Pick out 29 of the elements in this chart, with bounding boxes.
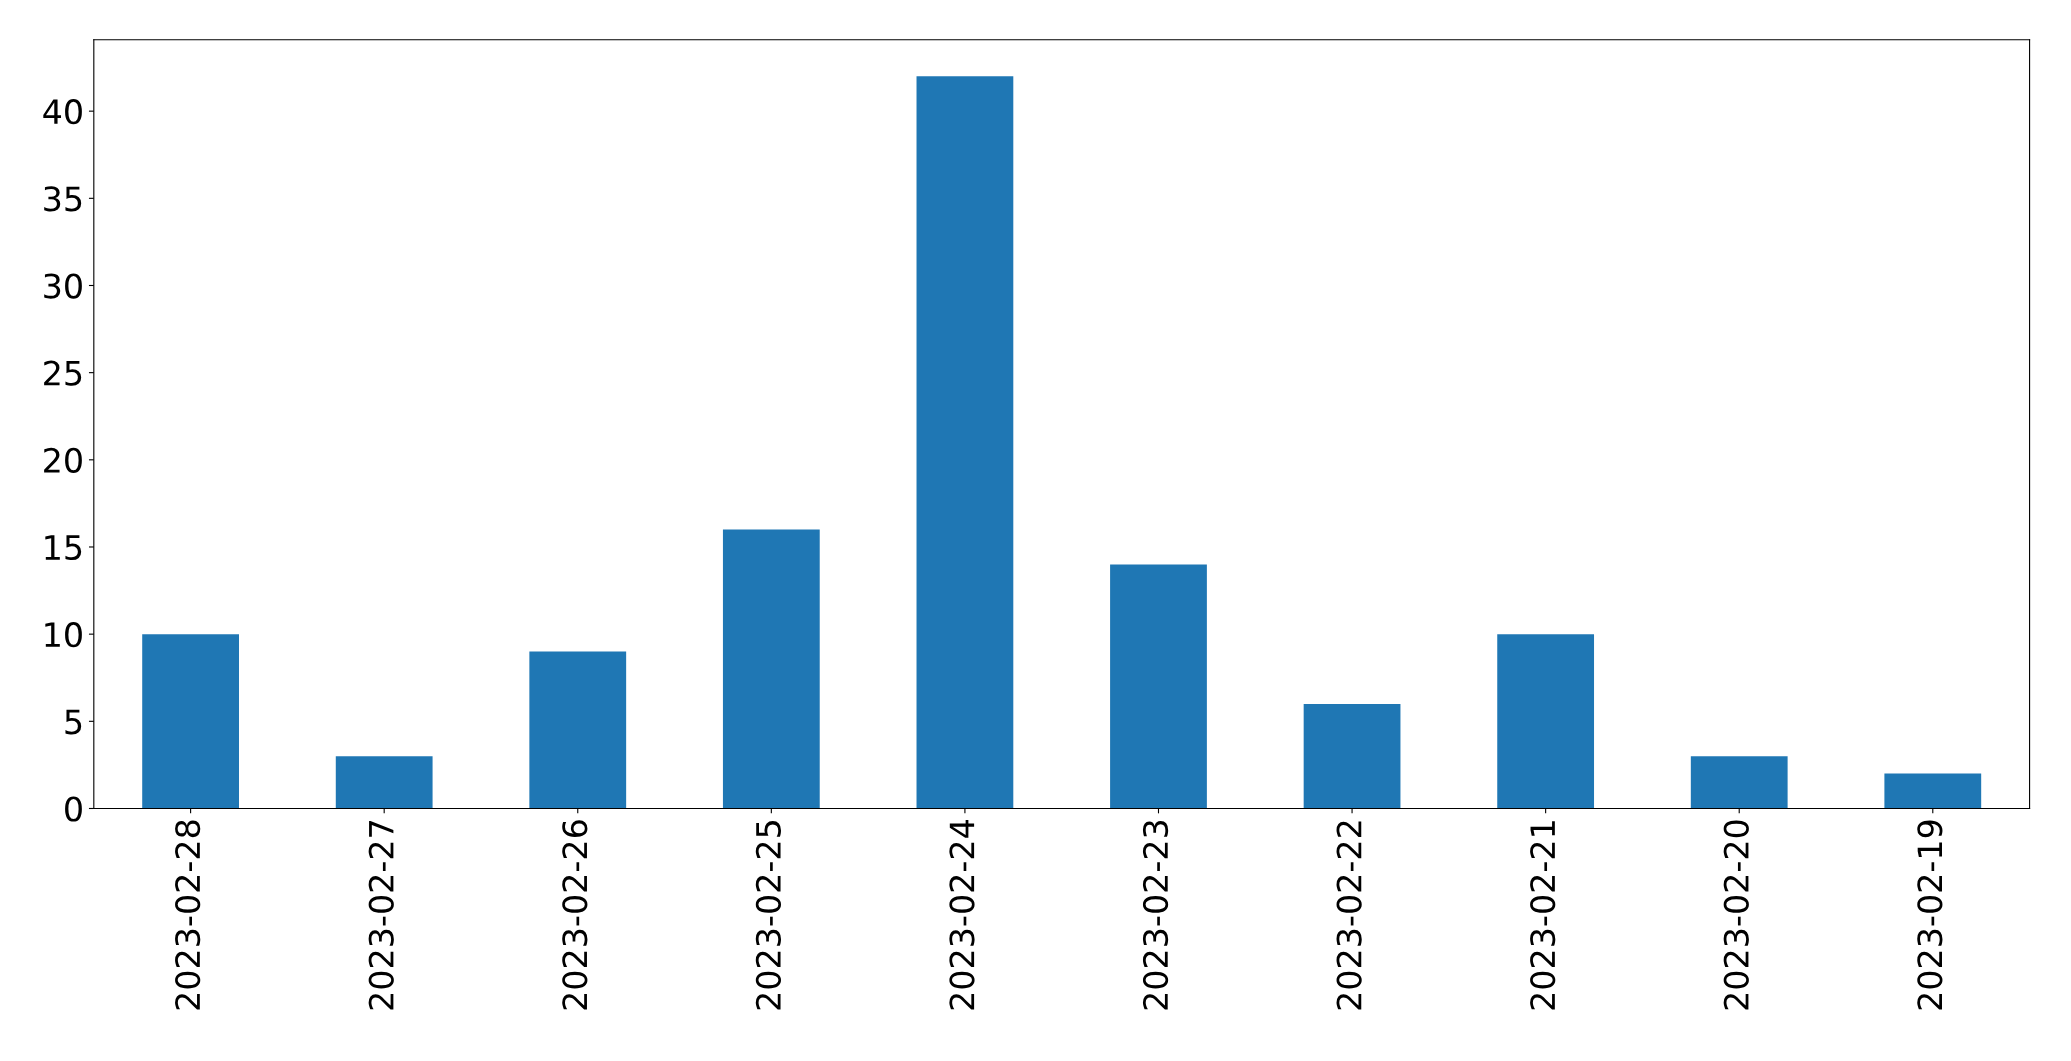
x-tick-label: 2023-02-24 <box>949 820 975 1010</box>
bar <box>1690 756 1788 809</box>
y-tick-label: 10 <box>45 622 82 648</box>
bar <box>1303 703 1401 809</box>
x-tick-label: 2023-02-21 <box>1530 821 1556 1010</box>
bar <box>722 529 820 809</box>
x-tick-label: 2023-02-23 <box>1142 820 1169 1010</box>
x-tick-label: 2023-02-25 <box>755 821 782 1010</box>
bar <box>916 76 1014 809</box>
y-tick-label: 35 <box>44 186 82 212</box>
bar <box>142 634 239 809</box>
x-tick-label: 2023-02-22 <box>1336 821 1362 1010</box>
y-tick-label: 15 <box>45 535 82 561</box>
y-tick-label: 25 <box>44 360 82 386</box>
bar <box>1497 634 1595 809</box>
bar <box>1110 564 1207 809</box>
x-tick-label: 2023-02-27 <box>368 821 394 1010</box>
bar <box>529 651 627 809</box>
y-tick-label: 20 <box>44 447 82 473</box>
x-tick-label: 2023-02-26 <box>562 820 588 1010</box>
y-tick-label: 0 <box>65 796 82 822</box>
x-tick-label: 2023-02-19 <box>1917 820 1943 1010</box>
x-tick-label: 2023-02-20 <box>1723 820 1749 1010</box>
bar <box>1884 773 1982 809</box>
x-tick-label: 2023-02-28 <box>175 820 201 1010</box>
y-tick-label: 5 <box>65 709 82 735</box>
y-tick-label: 30 <box>44 273 82 299</box>
bar <box>335 756 433 809</box>
y-tick-label: 40 <box>43 99 82 125</box>
